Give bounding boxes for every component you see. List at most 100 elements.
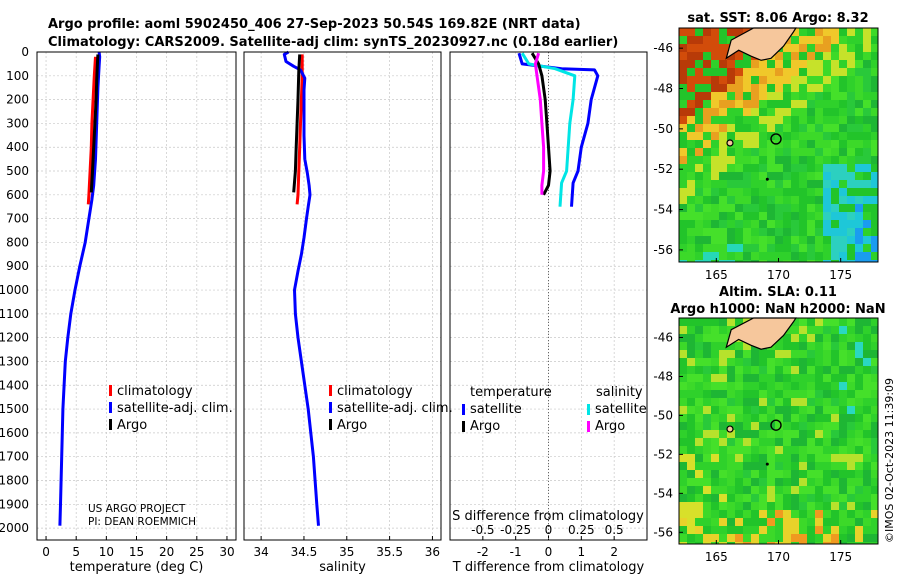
map-cell	[831, 140, 839, 148]
map-cell	[751, 92, 759, 100]
map-cell	[695, 228, 703, 236]
map-cell	[735, 28, 743, 36]
map-cell	[727, 92, 735, 100]
map-cell	[767, 148, 775, 156]
map-cell	[767, 172, 775, 180]
map-cell	[711, 180, 719, 188]
map-cell	[743, 156, 751, 164]
map-cell	[703, 366, 711, 374]
map-cell	[775, 486, 783, 494]
map-cell	[847, 438, 855, 446]
map-cell	[783, 486, 791, 494]
map-cell	[767, 358, 775, 366]
map-cell	[687, 28, 695, 36]
map-cell	[679, 60, 687, 68]
header-title: Argo profile: aoml 5902450_406 27-Sep-20…	[48, 17, 581, 32]
map-cell	[807, 526, 815, 534]
map-cell	[823, 204, 831, 212]
land-mass	[725, 27, 797, 61]
map-cell	[751, 140, 759, 148]
map-cell	[815, 382, 823, 390]
map-cell	[711, 124, 719, 132]
map-cell	[831, 430, 839, 438]
map-cell	[695, 398, 703, 406]
map-cell	[871, 212, 878, 220]
map-cell	[759, 68, 767, 76]
map-cell	[855, 350, 863, 358]
map-cell	[871, 414, 878, 422]
map-cell	[687, 526, 695, 534]
map-cell	[855, 438, 863, 446]
map-cell	[839, 140, 847, 148]
map-cell	[783, 382, 791, 390]
map-cell	[847, 148, 855, 156]
map-cell	[719, 180, 727, 188]
map-cell	[695, 124, 703, 132]
map-cell	[799, 510, 807, 518]
map-cell	[807, 430, 815, 438]
map-cell	[751, 446, 759, 454]
map-cell	[855, 220, 863, 228]
map-cell	[815, 526, 823, 534]
map-cell	[743, 164, 751, 172]
map-cell	[807, 398, 815, 406]
map-cell	[831, 406, 839, 414]
map-cell	[759, 406, 767, 414]
map-cell	[855, 454, 863, 462]
map-cell	[799, 172, 807, 180]
map-cell	[727, 188, 735, 196]
map-cell	[775, 534, 783, 542]
map-cell	[743, 438, 751, 446]
y-tick-label: 200	[6, 93, 29, 107]
map-cell	[735, 470, 743, 478]
map-cell	[775, 502, 783, 510]
map-cell	[831, 164, 839, 172]
map-cell	[855, 172, 863, 180]
map-cell	[855, 534, 863, 542]
map-cell	[703, 374, 711, 382]
map-cell	[735, 76, 743, 84]
map-cell	[695, 510, 703, 518]
map-cell	[719, 414, 727, 422]
map-cell	[855, 108, 863, 116]
map-cell	[687, 350, 695, 358]
map-cell	[823, 28, 831, 36]
map-cell	[719, 326, 727, 334]
map-cell	[815, 52, 823, 60]
map-cell	[759, 422, 767, 430]
map-cell	[695, 60, 703, 68]
y-tick-label: 2000	[0, 521, 29, 535]
map-cell	[839, 326, 847, 334]
map-cell	[855, 526, 863, 534]
map-cell	[791, 334, 799, 342]
map-cell	[775, 414, 783, 422]
map-cell	[687, 462, 695, 470]
x-tick-label: 35.5	[376, 545, 403, 559]
map-cell	[783, 430, 791, 438]
map-cell	[783, 44, 791, 52]
map-cell	[703, 438, 711, 446]
map-cell	[831, 212, 839, 220]
map-cell	[871, 252, 878, 260]
map-cell	[727, 414, 735, 422]
map-cell	[695, 164, 703, 172]
map-cell	[807, 236, 815, 244]
map-cell	[759, 244, 767, 252]
map-cell	[759, 204, 767, 212]
map-cell	[767, 260, 775, 262]
map-cell	[719, 350, 727, 358]
map-cell	[735, 84, 743, 92]
map-cell	[727, 156, 735, 164]
map-cell	[775, 180, 783, 188]
map-cell	[687, 398, 695, 406]
map-cell	[695, 44, 703, 52]
legend-swatch	[109, 385, 112, 396]
map-cell	[703, 318, 711, 326]
y-tick-label: 1700	[0, 450, 29, 464]
map-cell	[719, 52, 727, 60]
map-cell	[823, 414, 831, 422]
map-cell	[743, 84, 751, 92]
map-cell	[855, 358, 863, 366]
map-cell	[767, 406, 775, 414]
map-cell	[759, 478, 767, 486]
